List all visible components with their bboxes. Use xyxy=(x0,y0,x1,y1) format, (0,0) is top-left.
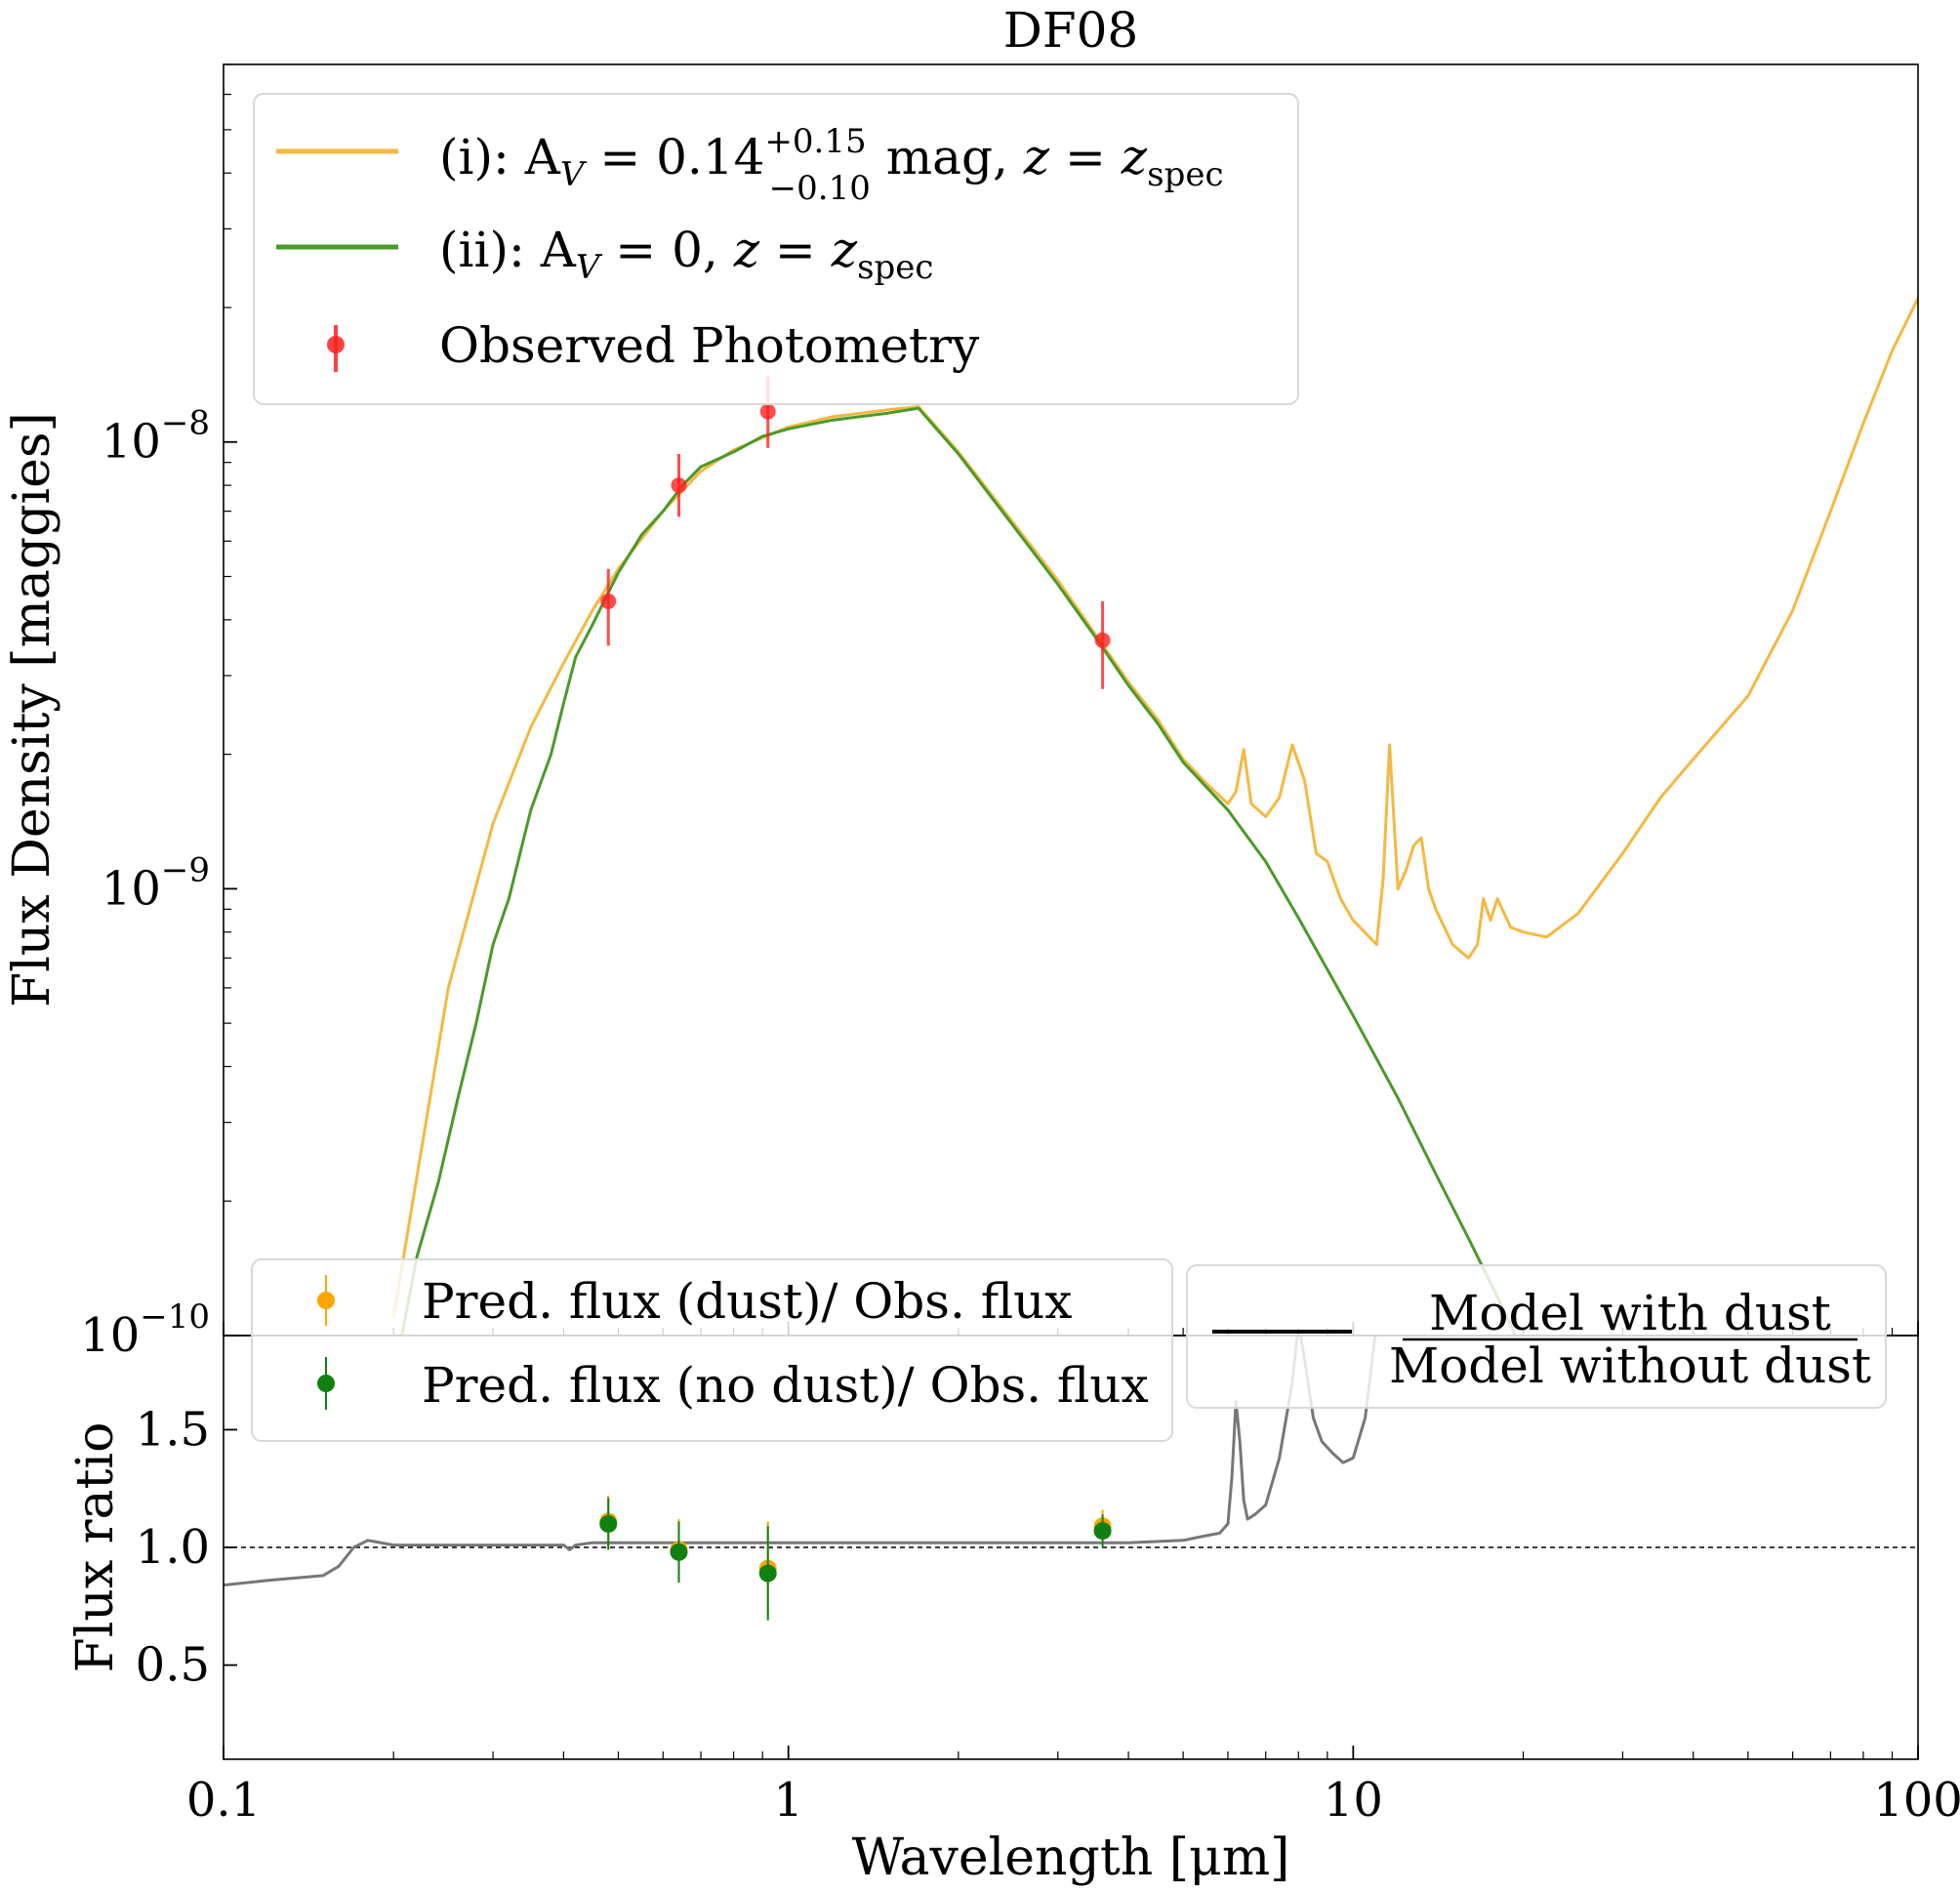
photometry-point xyxy=(671,477,687,494)
x-tick-label: 100 xyxy=(1873,1773,1960,1828)
legend-swatch-photometry-dot xyxy=(327,336,345,353)
legend-label-photometry: Observed Photometry xyxy=(439,317,980,374)
legend-label-pred-nodust: Pred. flux (no dust)/ Obs. flux xyxy=(422,1357,1149,1414)
photometry-point xyxy=(600,593,617,609)
legend-label-dust: (i): AV = 0.14+0.15 −0.10 mag, z = zspec xyxy=(439,122,1224,208)
top-panel-lines xyxy=(391,297,1918,1336)
legend-label-nodust: (ii): AV = 0, z = zspec xyxy=(439,222,933,287)
photometry-point xyxy=(1094,632,1111,648)
legend-top: (i): AV = 0.14+0.15 −0.10 mag, z = zspec … xyxy=(253,93,1299,405)
pred-nodust-point xyxy=(599,1514,618,1533)
y-tick-label-bottom: 1.5 xyxy=(136,1402,210,1457)
pred-nodust-point xyxy=(670,1543,688,1561)
y-tick-label-top: 10−8 xyxy=(102,404,210,470)
x-tick-label: 1 xyxy=(773,1773,803,1828)
legend-label-pred-dust: Pred. flux (dust)/ Obs. flux xyxy=(422,1273,1072,1330)
series-line-dust xyxy=(391,297,1918,1318)
axes: 0.1 1 10 100 10−8 10−9 10−10 0.5 1.0 1.5 xyxy=(80,63,1960,1828)
y-tick-label-top: 10−10 xyxy=(80,1297,210,1363)
y-tick-label-bottom: 1.0 xyxy=(136,1520,210,1575)
legend-top-box xyxy=(253,93,1299,405)
x-tick-label: 10 xyxy=(1324,1773,1383,1828)
pred-nodust-point xyxy=(758,1564,777,1583)
bottom-panel-points xyxy=(599,1495,1112,1621)
y-axis-label-top: Flux Density [maggies] xyxy=(3,412,61,1008)
pred-nodust-point xyxy=(1093,1522,1112,1541)
x-axis-label: Wavelength [μm] xyxy=(852,1829,1290,1887)
y-tick-label-bottom: 0.5 xyxy=(136,1638,210,1693)
series-line-nodust xyxy=(400,406,1518,1336)
legend-bottom-left-box xyxy=(251,1258,1173,1442)
legend-swatch-pred-dust xyxy=(317,1292,335,1309)
legend-label-ratio-denominator: Model without dust xyxy=(1389,1337,1871,1394)
y-axis-label-bottom: Flux ratio xyxy=(66,1422,125,1673)
chart-title: DF08 xyxy=(1003,2,1138,59)
top-panel-photometry xyxy=(600,376,1111,689)
legend-bottom-right: Model with dust Model without dust xyxy=(1186,1264,1887,1409)
photometry-point xyxy=(759,403,776,420)
y-tick-label-top: 10−9 xyxy=(102,850,210,916)
x-tick-label: 0.1 xyxy=(186,1773,261,1828)
legend-bottom-left: Pred. flux (dust)/ Obs. flux Pred. flux … xyxy=(251,1258,1173,1442)
legend-label-ratio-numerator: Model with dust xyxy=(1429,1285,1831,1341)
legend-swatch-pred-nodust xyxy=(317,1375,335,1392)
legend-bottom-right-box xyxy=(1186,1264,1887,1409)
